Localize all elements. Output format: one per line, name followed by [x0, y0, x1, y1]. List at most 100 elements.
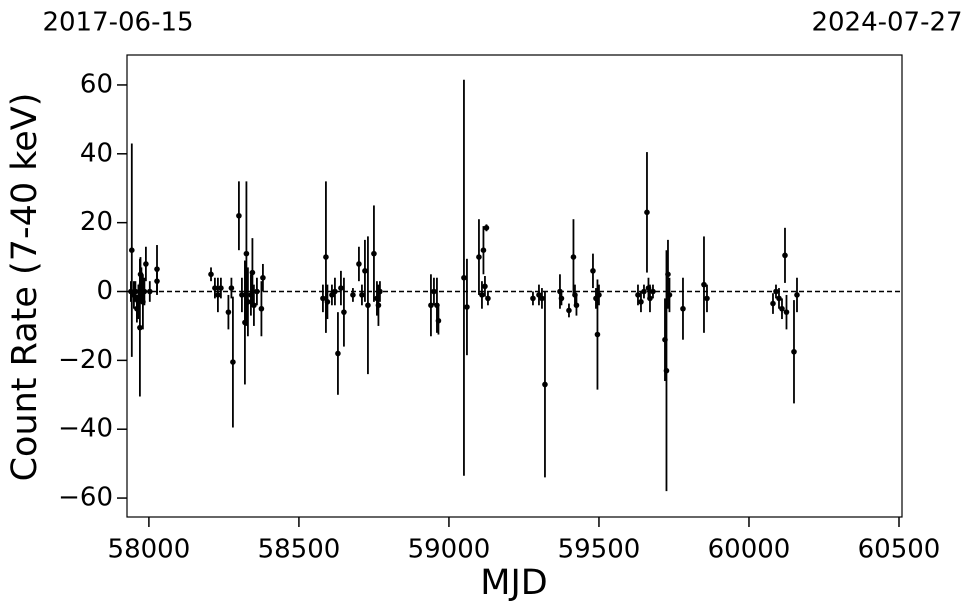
data-point — [461, 274, 467, 281]
data-point — [431, 288, 437, 295]
y-tick-label: −20 — [58, 345, 113, 375]
data-point — [701, 281, 707, 288]
y-tick-label: 60 — [80, 69, 113, 99]
data-point — [236, 212, 242, 219]
data-point — [251, 302, 257, 309]
data-point — [596, 292, 602, 298]
data-point — [641, 288, 647, 295]
data-point — [258, 305, 265, 312]
data-point — [323, 254, 329, 260]
data-point — [566, 307, 572, 314]
data-point — [230, 359, 236, 365]
y-axis-label: Count Rate (7-40 keV) — [5, 93, 45, 482]
data-point — [530, 295, 536, 302]
data-point — [350, 292, 356, 298]
data-point — [773, 288, 779, 295]
data-point — [482, 283, 488, 290]
data-point — [590, 268, 596, 274]
data-point — [260, 274, 266, 281]
data-point — [147, 288, 153, 295]
data-point — [359, 292, 365, 298]
data-point — [779, 305, 785, 312]
data-point — [371, 250, 377, 257]
data-point — [362, 268, 368, 274]
data-point — [794, 292, 800, 298]
data-point — [791, 348, 797, 355]
data-point — [212, 285, 218, 291]
data-point — [542, 381, 548, 388]
data-point — [479, 292, 485, 298]
data-point — [143, 261, 149, 267]
y-tick-label: 20 — [80, 207, 113, 237]
data-point — [341, 309, 347, 315]
data-point — [324, 299, 331, 305]
data-point — [132, 288, 139, 295]
data-point — [141, 288, 148, 295]
data-point — [243, 250, 250, 257]
y-tick-label: 0 — [96, 276, 113, 306]
data-point — [249, 269, 256, 276]
data-point — [573, 302, 580, 309]
data-point — [435, 317, 442, 324]
data-point — [332, 288, 338, 295]
data-point — [558, 295, 565, 302]
data-point — [663, 367, 670, 374]
data-point — [218, 285, 224, 291]
data-point — [635, 292, 641, 298]
data-point — [239, 292, 245, 298]
data-point — [154, 278, 160, 284]
data-point — [464, 304, 470, 310]
data-point — [638, 299, 644, 305]
data-point — [375, 302, 382, 309]
data-point — [650, 288, 656, 295]
data-point — [680, 305, 686, 312]
data-point — [485, 295, 491, 302]
data-point — [480, 247, 487, 253]
y-tick-label: −60 — [58, 483, 113, 513]
x-tick-label: 58000 — [108, 535, 191, 565]
data-point — [594, 331, 601, 338]
data-point — [770, 300, 776, 307]
data-point — [377, 288, 383, 295]
data-point — [335, 350, 341, 357]
x-tick-label: 60500 — [858, 535, 941, 565]
data-point — [476, 254, 482, 260]
data-point — [644, 209, 650, 216]
x-axis-label: MJD — [480, 563, 547, 603]
start-date: 2017-06-15 — [42, 8, 193, 38]
x-tick-label: 59000 — [408, 535, 491, 565]
data-point — [215, 292, 221, 298]
data-point — [320, 295, 326, 302]
data-point — [338, 285, 344, 291]
x-tick-label: 58500 — [258, 535, 341, 565]
data-point — [225, 309, 232, 315]
data-point — [666, 292, 673, 298]
data-point — [704, 295, 710, 302]
data-point — [245, 299, 251, 305]
y-tick-label: −40 — [58, 414, 113, 444]
data-point — [647, 295, 653, 302]
end-date: 2024-07-27 — [811, 8, 962, 38]
data-point — [483, 225, 490, 231]
data-point — [776, 295, 782, 302]
data-point — [356, 261, 362, 267]
data-point — [365, 302, 371, 309]
data-point — [208, 271, 214, 278]
data-point — [665, 271, 671, 278]
data-point — [129, 247, 135, 253]
x-tick-label: 60000 — [708, 535, 791, 565]
data-point — [254, 288, 260, 295]
data-point — [539, 295, 545, 302]
plot-frame — [126, 54, 903, 518]
data-point — [570, 254, 577, 260]
data-point — [228, 285, 235, 291]
data-point — [782, 252, 788, 259]
x-tick-label: 59500 — [558, 535, 641, 565]
data-point — [434, 302, 440, 309]
data-point — [137, 324, 143, 331]
data-point — [783, 309, 790, 315]
data-point — [428, 302, 434, 309]
y-tick-label: 40 — [80, 138, 113, 168]
